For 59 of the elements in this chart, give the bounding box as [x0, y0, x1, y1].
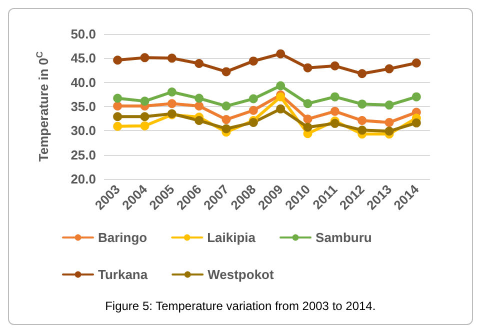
point	[167, 54, 176, 63]
legend-label: Baringo	[98, 230, 148, 245]
point	[303, 114, 312, 124]
point	[222, 124, 231, 134]
point	[276, 49, 286, 58]
point	[194, 58, 204, 68]
point	[330, 61, 340, 70]
point	[113, 102, 122, 111]
point	[303, 99, 312, 108]
point	[248, 94, 258, 104]
point	[194, 94, 204, 103]
point	[276, 81, 286, 90]
point	[113, 122, 122, 131]
point	[384, 100, 394, 110]
y-tick-label: 40.0	[70, 74, 96, 90]
y-tick-label: 30.0	[70, 123, 96, 138]
point	[303, 122, 312, 132]
legend-label: Laikipia	[207, 230, 256, 245]
legend-label: Westpokot	[208, 267, 274, 282]
point	[358, 116, 367, 126]
legend-label: Samburu	[316, 230, 372, 245]
caption: Figure 5: Temperature variation from 2003 to 2014.	[105, 299, 376, 313]
point	[222, 102, 231, 111]
point	[412, 118, 421, 128]
point	[330, 106, 340, 116]
y-tick-label: 45.0	[70, 50, 96, 66]
point	[358, 100, 367, 109]
point	[167, 88, 176, 96]
point	[412, 58, 421, 68]
point	[412, 92, 421, 102]
point	[140, 53, 150, 62]
point	[303, 63, 312, 72]
point	[276, 104, 286, 114]
point	[113, 112, 122, 122]
point	[358, 126, 367, 135]
y-tick-label: 35.0	[70, 99, 96, 114]
y-tick-label: 50.0	[70, 26, 96, 42]
point	[194, 116, 204, 126]
point	[248, 106, 258, 115]
point	[384, 64, 394, 74]
point	[194, 102, 204, 111]
y-axis-title: Temperature in 0C	[34, 50, 51, 162]
legend-label: Turkana	[98, 267, 148, 282]
point	[330, 92, 340, 102]
point	[140, 121, 150, 130]
point	[113, 94, 122, 103]
point	[330, 118, 340, 128]
y-tick-label: 25.0	[70, 147, 96, 162]
point	[384, 126, 394, 136]
point	[358, 69, 367, 78]
point	[222, 115, 231, 124]
point	[167, 99, 176, 108]
point	[140, 96, 150, 106]
point	[222, 67, 231, 76]
y-tick-label: 20.0	[70, 172, 96, 186]
point	[384, 118, 394, 127]
point	[248, 56, 258, 66]
point	[113, 56, 122, 65]
point	[140, 112, 150, 122]
